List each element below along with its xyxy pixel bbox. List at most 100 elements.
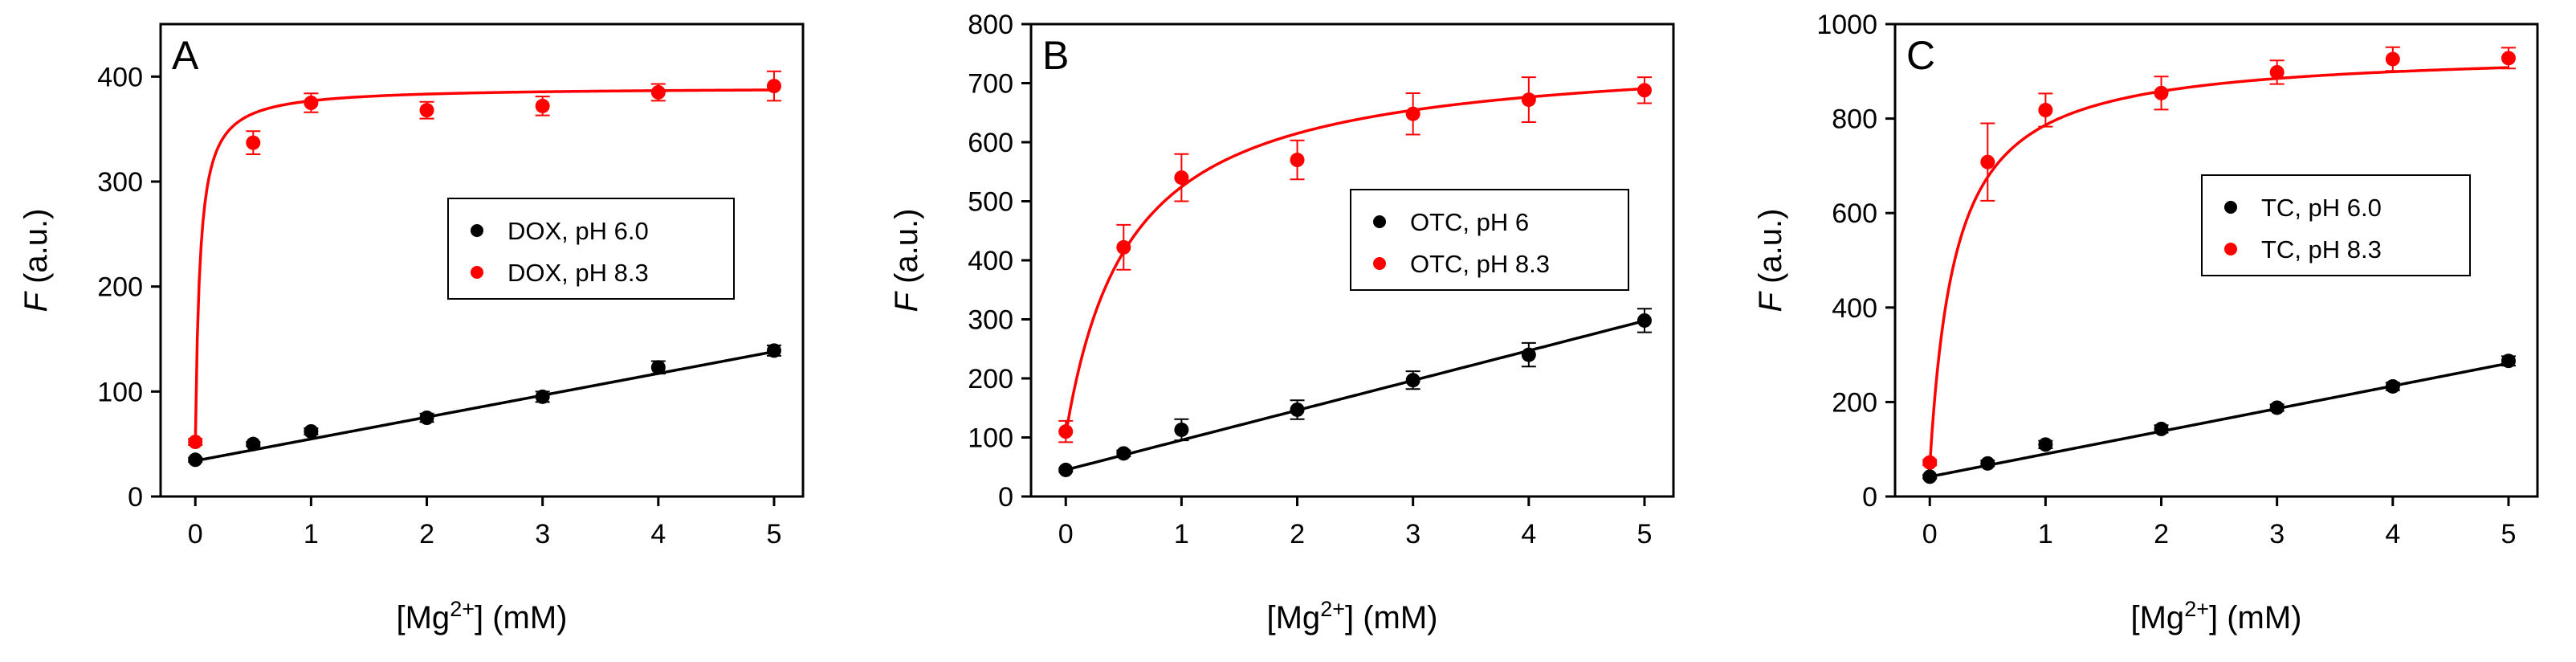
data-point — [2038, 103, 2053, 118]
legend: TC, pH 6.0 TC, pH 8.3 — [2201, 174, 2471, 276]
data-point — [1922, 469, 1938, 484]
data-point — [188, 452, 203, 468]
fit-curve — [194, 88, 774, 444]
x-tick-label: 3 — [1405, 519, 1420, 550]
x-tick-label: 1 — [304, 519, 319, 550]
y-axis-title-units: (a.u.) — [1753, 209, 1788, 292]
data-point — [1174, 170, 1189, 186]
data-point — [1980, 154, 1995, 170]
y-axis-title-units: (a.u.) — [889, 209, 924, 292]
x-axis-title-superscript: 2+ — [2184, 597, 2209, 621]
x-tick-label: 0 — [188, 519, 203, 550]
data-point — [535, 98, 550, 113]
legend-box — [447, 198, 735, 300]
legend-marker — [1373, 215, 1386, 228]
x-axis-title: [Mg2+] (mM) — [2131, 597, 2302, 635]
data-point — [2269, 400, 2285, 415]
x-axis-title-part: [Mg — [1267, 600, 1321, 635]
series-0 — [1058, 308, 1652, 477]
data-point — [304, 423, 319, 439]
x-axis-title: [Mg2+] (mM) — [397, 597, 568, 635]
x-axis-title-part: ] (mM) — [1345, 600, 1438, 635]
x-axis-title-part: [Mg — [2131, 600, 2185, 635]
x-axis-title-superscript: 2+ — [450, 597, 475, 621]
x-axis-title-part: ] (mM) — [2209, 600, 2302, 635]
x-tick-label: 3 — [2269, 519, 2285, 550]
data-point — [1405, 106, 1420, 121]
y-axis-title: F (a.u.) — [18, 209, 54, 313]
x-tick-label: 1 — [2038, 519, 2053, 550]
series-1 — [188, 70, 781, 450]
legend-marker — [1373, 257, 1386, 270]
data-point — [1290, 153, 1305, 168]
data-point — [1116, 239, 1131, 255]
panel-c: 0 200 400 600 800 1000 0 1 2 3 4 5 [Mg2+] (mM) F (a.u… — [1753, 10, 2539, 635]
data-point — [766, 79, 781, 94]
y-tick-label: 1000 — [1816, 10, 1877, 40]
legend: OTC, pH 6 OTC, pH 8.3 — [1350, 189, 1629, 291]
x-tick-label: 3 — [535, 519, 550, 550]
panel-letter: A — [172, 33, 199, 78]
legend-label: OTC, pH 6 — [1410, 208, 1529, 236]
y-tick-label: 400 — [1832, 293, 1877, 324]
data-point — [304, 96, 319, 110]
y-axis-title-variable: F — [889, 290, 924, 312]
data-point — [246, 135, 261, 150]
legend-label: DOX, pH 6.0 — [507, 217, 649, 245]
panel-a: 0 100 200 300 400 0 1 2 3 4 5 [Mg2+] (mM) F (a.u.) A D… — [18, 22, 805, 635]
plot-frame — [1893, 22, 2539, 498]
data-point — [1521, 92, 1536, 108]
fit-curve — [1065, 319, 1645, 472]
y-tick-label: 800 — [1832, 104, 1877, 135]
y-tick-label: 300 — [968, 305, 1013, 336]
data-point — [2038, 437, 2053, 452]
fit-curve — [194, 349, 775, 463]
fit-curve — [1064, 87, 1645, 435]
y-axis-title-variable: F — [1753, 290, 1788, 312]
data-point — [1174, 422, 1189, 437]
x-tick-label: 2 — [1290, 519, 1305, 550]
series-0 — [1922, 353, 2516, 484]
data-point — [1290, 402, 1305, 417]
y-tick-label: 300 — [97, 167, 143, 198]
y-axis-title-variable: F — [18, 290, 54, 312]
panel-letter: C — [1906, 33, 1935, 78]
data-point — [419, 103, 434, 118]
data-point — [2501, 353, 2516, 369]
legend-marker — [471, 266, 483, 279]
data-point — [2385, 51, 2400, 67]
series-1 — [1922, 46, 2516, 470]
series-0 — [188, 343, 781, 468]
x-tick-label: 2 — [2154, 519, 2169, 550]
x-tick-label: 4 — [2385, 519, 2400, 550]
data-point — [2385, 378, 2400, 394]
series-1 — [1058, 76, 1652, 443]
data-point — [650, 360, 666, 375]
y-tick-label: 200 — [968, 364, 1013, 394]
y-tick-label: 600 — [1832, 198, 1877, 229]
x-tick-label: 5 — [2501, 519, 2517, 550]
legend-box — [1350, 189, 1629, 291]
data-point — [1980, 456, 1995, 471]
x-tick-label: 0 — [1922, 519, 1938, 550]
legend-label: OTC, pH 8.3 — [1410, 250, 1550, 278]
data-point — [2269, 64, 2285, 80]
x-tick-label: 5 — [1637, 519, 1653, 550]
plot-frame — [159, 22, 805, 498]
legend-marker — [2224, 243, 2237, 255]
legend-label: TC, pH 6.0 — [2261, 194, 2382, 222]
legend-label: TC, pH 8.3 — [2261, 235, 2382, 264]
y-tick-label: 200 — [97, 272, 143, 303]
x-tick-label: 4 — [1521, 519, 1536, 550]
data-point — [188, 435, 203, 450]
panel-letter: B — [1042, 33, 1069, 78]
y-tick-label: 0 — [998, 482, 1013, 513]
data-point — [246, 436, 261, 452]
data-point — [1405, 373, 1420, 388]
data-point — [1636, 83, 1652, 98]
data-point — [1521, 347, 1536, 362]
x-axis-title-part: [Mg — [397, 600, 450, 635]
fit-curve — [1928, 66, 2509, 466]
y-tick-label: 600 — [968, 128, 1013, 158]
y-axis-title: F (a.u.) — [1753, 209, 1788, 313]
